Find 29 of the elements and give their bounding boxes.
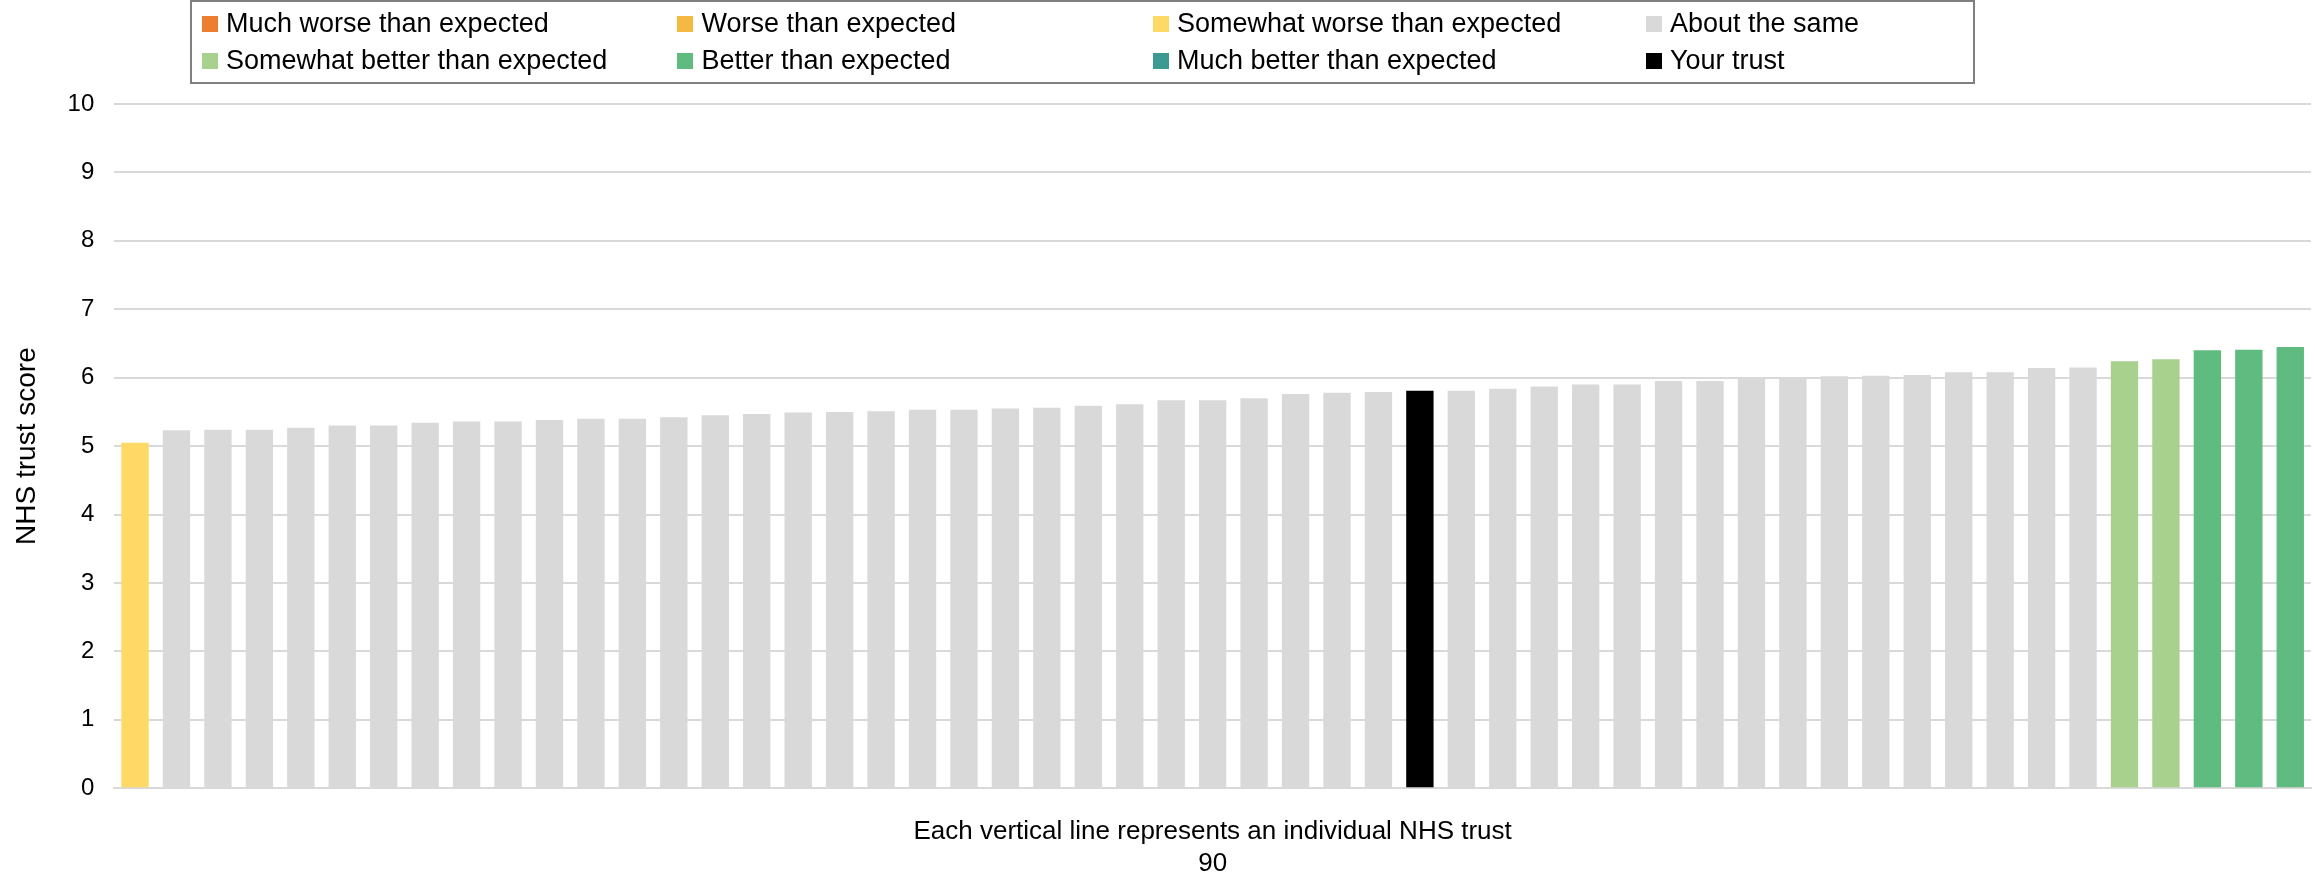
y-axis-title: NHS trust score (9, 347, 41, 545)
x-axis-title: Each vertical line represents an individual NHS trust (913, 815, 1513, 846)
y-tick-label: 3 (80, 567, 95, 595)
legend-label: Much better than expected (1176, 45, 1497, 76)
y-tick-label: 1 (80, 704, 95, 732)
legend-label: Worse than expected (701, 8, 957, 39)
legend-label: Somewhat better than expected (226, 45, 608, 76)
y-tick-label: 0 (80, 772, 95, 800)
y-tick-label: 6 (80, 362, 95, 390)
legend-label: About the same (1670, 8, 1860, 39)
bar (2193, 350, 2222, 788)
legend-label: Much worse than expected (226, 8, 549, 39)
legend-label: Your trust (1670, 45, 1785, 76)
bar (2110, 361, 2139, 788)
y-tick-label: 5 (80, 430, 95, 458)
bar (1406, 390, 1434, 788)
y-tick-label: 2 (80, 635, 95, 663)
y-tick-label: 7 (80, 293, 95, 321)
legend-label: Better than expected (701, 45, 951, 76)
legend-label: Somewhat worse than expected (1176, 8, 1562, 39)
y-tick-label: 8 (80, 225, 95, 253)
y-tick-label: 10 (67, 88, 95, 116)
text: 90 (1198, 846, 1228, 877)
bar (2276, 346, 2304, 788)
bar (2152, 359, 2180, 788)
bar (121, 442, 149, 788)
y-tick-label: 4 (80, 499, 95, 527)
y-tick-label: 9 (80, 157, 95, 185)
bar (2235, 349, 2263, 788)
